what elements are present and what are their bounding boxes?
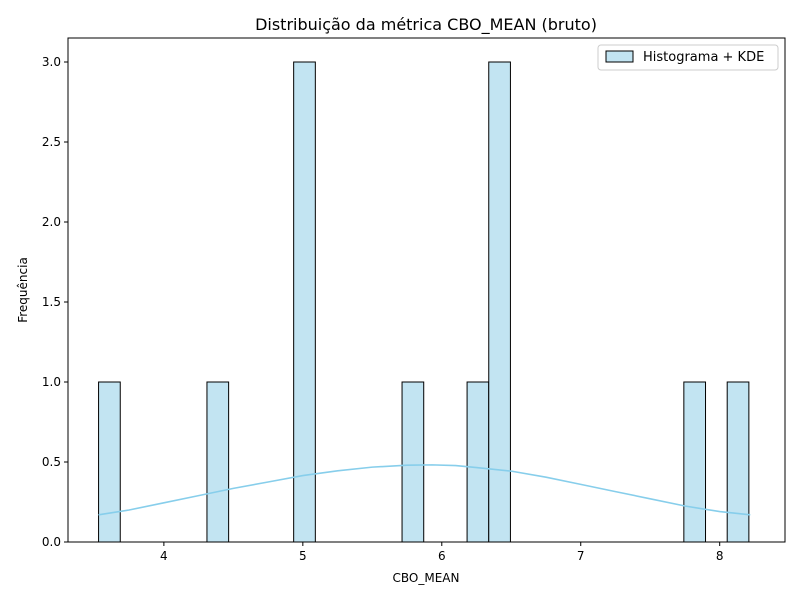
x-tick-label: 7	[577, 549, 585, 563]
x-tick-label: 6	[438, 549, 446, 563]
y-tick-label: 1.0	[42, 375, 61, 389]
legend-label: Histograma + KDE	[643, 50, 764, 65]
chart-title: Distribuição da métrica CBO_MEAN (bruto)	[255, 15, 597, 35]
y-tick-label: 2.5	[42, 135, 61, 149]
y-tick-label: 0.0	[42, 535, 61, 549]
histogram-bar	[726, 381, 750, 543]
y-tick-label: 3.0	[42, 55, 61, 69]
x-axis-title: CBO_MEAN	[393, 571, 460, 585]
legend-frame	[597, 44, 779, 71]
histogram-bar	[683, 381, 707, 543]
x-tick-label: 4	[160, 549, 168, 563]
y-tick-label: 2.0	[42, 215, 61, 229]
kde-line	[98, 464, 751, 516]
y-tick-label: 1.5	[42, 295, 61, 309]
histogram-bar	[293, 61, 316, 543]
kde-curve-group	[98, 464, 751, 516]
legend: Histograma + KDE	[597, 44, 779, 71]
histogram-bars	[98, 61, 750, 543]
plot-area-frame	[67, 37, 786, 543]
histogram-bar	[98, 381, 121, 543]
y-axis-title: Frequência	[16, 257, 30, 323]
histogram-bar	[466, 381, 490, 543]
y-axis-ticks: 0.0 0.5 1.0 1.5 2.0 2.5 3.0	[42, 55, 68, 549]
histogram-bar	[206, 381, 230, 543]
y-tick-label: 0.5	[42, 455, 61, 469]
histogram-bar	[401, 381, 425, 543]
legend-swatch	[605, 50, 634, 63]
x-tick-label: 5	[299, 549, 307, 563]
x-axis-ticks: 4 5 6 7 8	[160, 542, 724, 563]
x-tick-label: 8	[716, 549, 724, 563]
